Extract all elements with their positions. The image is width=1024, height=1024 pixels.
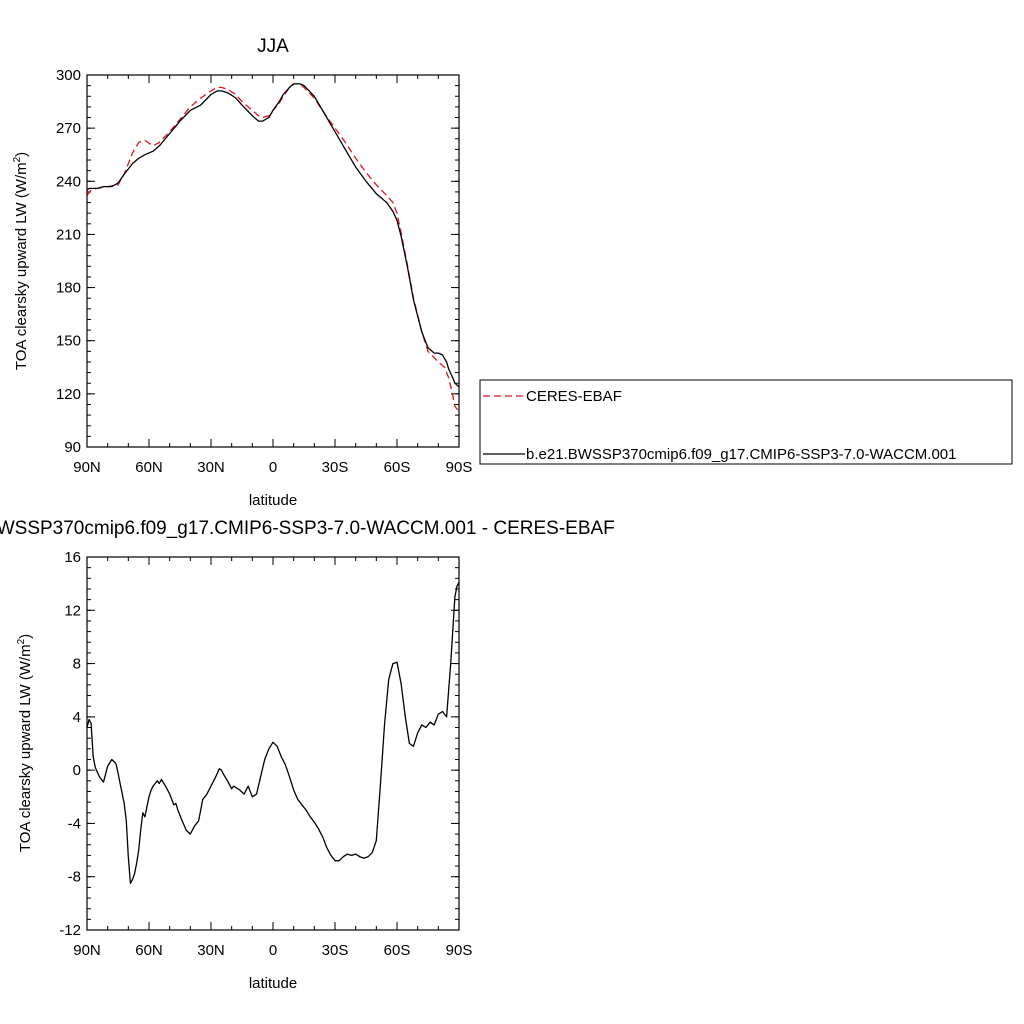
top-xtick-label: 90N	[73, 459, 101, 476]
bottom-xtick-label: 90N	[73, 942, 101, 959]
top-ytick-label: 120	[56, 386, 81, 403]
legend: CERES-EBAF b.e21.BWSSP370cmip6.f09_g17.C…	[479, 379, 1013, 465]
top-xtick-label: 60N	[135, 459, 163, 476]
top-chart-frame	[86, 74, 460, 448]
bottom-xtick-label: 30S	[322, 942, 349, 959]
bottom-series-line-model	[87, 581, 459, 885]
bottom-xtick-label: 60S	[384, 942, 411, 959]
bottom-chart-xlabel: latitude	[249, 975, 297, 992]
bottom-ytick-label: 4	[73, 709, 81, 726]
top-chart: JJA 90N 60N 30N 0 30S 60S 90S 90 120 150 180 210 240…	[12, 36, 472, 509]
bottom-xtick-label: 30N	[197, 942, 225, 959]
bottom-ytick-label: -4	[68, 815, 81, 832]
top-ylabel-tail: )	[13, 152, 30, 157]
top-ytick-label: 90	[64, 439, 81, 456]
bottom-chart-frame	[86, 556, 460, 931]
bottom-xtick-label: 90S	[446, 942, 473, 959]
bottom-ylabel-main: TOA clearsky upward LW (W/m	[17, 644, 34, 852]
bottom-chart-ylabel: TOA clearsky upward LW (W/m2)	[16, 634, 34, 852]
bottom-ytick-label: 0	[73, 762, 81, 779]
top-chart-ylabel: TOA clearsky upward LW (W/m2)	[12, 152, 30, 370]
top-series-line-model	[87, 83, 459, 388]
top-chart-ticks: 90N 60N 30N 0 30S 60S 90S 90 120 150 180 210 240 270 3…	[56, 67, 472, 476]
top-chart-title: JJA	[257, 36, 289, 57]
top-xtick-label: 60S	[384, 459, 411, 476]
top-ytick-label: 240	[56, 173, 81, 190]
legend-model-label: b.e21.BWSSP370cmip6.f09_g17.CMIP6-SSP3-7…	[526, 446, 956, 463]
bottom-ytick-label: -12	[59, 922, 81, 939]
top-chart-xlabel: latitude	[249, 492, 297, 509]
bottom-ytick-label: 8	[73, 656, 81, 673]
bottom-ytick-label: 16	[64, 549, 81, 566]
bottom-xtick-label: 60N	[135, 942, 163, 959]
bottom-chart-ticks: 90N 60N 30N 0 30S 60S 90S -12 -8 -4 0 4 8 12 16	[59, 549, 472, 959]
bottom-chart-title: b.e21.BWSSP370cmip6.f09_g17.CMIP6-SSP3-7…	[0, 518, 615, 539]
bottom-ylabel-sup: 2	[16, 638, 27, 644]
top-xtick-label: 0	[269, 459, 277, 476]
bottom-ylabel-tail: )	[17, 634, 34, 639]
bottom-xtick-label: 0	[269, 942, 277, 959]
top-xtick-label: 90S	[446, 459, 473, 476]
bottom-ytick-label: 12	[64, 602, 81, 619]
legend-ceres-label: CERES-EBAF	[526, 388, 622, 405]
top-xtick-label: 30S	[322, 459, 349, 476]
top-ylabel-sup: 2	[12, 156, 23, 162]
top-ytick-label: 210	[56, 226, 81, 243]
top-ytick-label: 150	[56, 333, 81, 350]
bottom-ytick-label: -8	[68, 869, 81, 886]
top-ytick-label: 270	[56, 120, 81, 137]
top-ylabel-main: TOA clearsky upward LW (W/m	[13, 162, 30, 370]
legend-box	[479, 379, 1013, 465]
top-ytick-label: 300	[56, 67, 81, 84]
bottom-chart-series	[87, 581, 459, 885]
top-ytick-label: 180	[56, 280, 81, 297]
top-chart-series	[87, 83, 459, 412]
bottom-chart: b.e21.BWSSP370cmip6.f09_g17.CMIP6-SSP3-7…	[0, 518, 615, 992]
top-xtick-label: 30N	[197, 459, 225, 476]
